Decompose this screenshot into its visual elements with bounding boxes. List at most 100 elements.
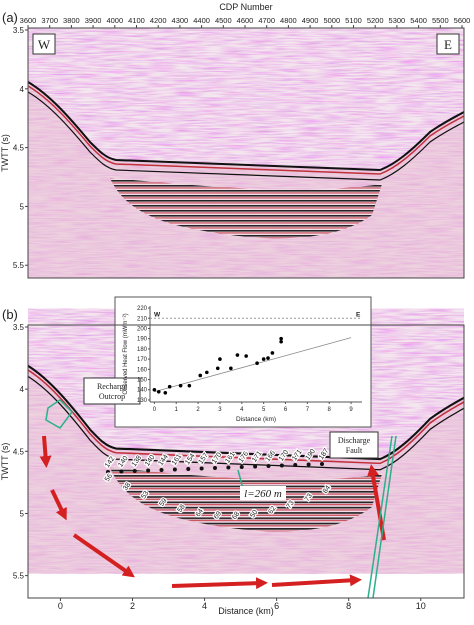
sample-point (253, 464, 258, 469)
y-tick-label: 150 (137, 378, 148, 384)
x-axis-label: CDP Number (219, 2, 272, 12)
data-point (255, 361, 259, 365)
x-axis-label: Distance (km) (236, 416, 276, 423)
callout: Recharge Outcrop (97, 382, 128, 401)
data-point (279, 336, 283, 341)
x-tick-label: 8 (328, 407, 332, 413)
plot-frame (27, 27, 465, 279)
sample-point (106, 470, 110, 474)
data-point (235, 353, 240, 357)
x-axis-label: Distance (km) (218, 606, 274, 616)
x-tick-label: 5400 (410, 16, 427, 25)
seismic-section (28, 28, 464, 278)
sample-point (293, 463, 298, 467)
y-tick-label: 190 (137, 337, 148, 343)
sample-point (146, 468, 151, 473)
panel-label: (b) (2, 307, 18, 322)
data-point (215, 366, 220, 371)
sample-point (306, 462, 311, 467)
data-point (218, 357, 222, 361)
x-tick-label: 3900 (85, 16, 102, 25)
y-tick-label: 170 (137, 357, 148, 363)
y-tick-label: 160 (137, 367, 148, 373)
data-point (187, 383, 192, 388)
x-tick-label: 5200 (367, 16, 384, 25)
x-tick-label: 5 (262, 407, 266, 413)
y-axis-label: TWTT (s) (0, 443, 10, 481)
x-tick-label: 3700 (41, 16, 58, 25)
y-tick-label: 5 (20, 509, 25, 518)
y-tick-label: 5 (20, 202, 25, 211)
x-tick-label: 0 (153, 407, 157, 413)
sample-point (119, 469, 124, 474)
data-point (229, 366, 233, 371)
x-tick-label: 10 (416, 601, 426, 611)
y-tick-label: 5.5 (13, 572, 25, 581)
trend-line (154, 337, 352, 393)
y-tick-label: 180 (137, 347, 148, 353)
y-tick-label: 130 (137, 398, 148, 404)
x-tick-label: 3 (218, 407, 222, 413)
callout: Discharge Fault (338, 436, 371, 455)
data-point (261, 357, 266, 361)
x-tick-label: 8 (346, 601, 351, 611)
callout: l=260 m (244, 488, 282, 500)
x-tick-label: 6 (284, 407, 288, 413)
x-tick-label: 4100 (128, 16, 145, 25)
y-tick-label: 200 (137, 326, 148, 332)
data-point (156, 389, 161, 394)
y-tick-label: 220 (137, 306, 148, 312)
callout-box (329, 431, 379, 459)
sample-point (213, 466, 217, 470)
y-tick-label: 140 (137, 388, 148, 394)
sample-point (172, 467, 177, 472)
x-tick-label: 3800 (63, 16, 80, 25)
x-tick-label: 7 (306, 407, 310, 413)
label-box (32, 33, 56, 55)
x-tick-label: 4600 (237, 16, 254, 25)
data-point (266, 356, 270, 360)
sample-point (266, 464, 271, 468)
x-tick-label: 6 (274, 601, 279, 611)
x-tick-label: 4300 (172, 16, 189, 25)
x-tick-label: 2 (130, 601, 135, 611)
arrows (39, 435, 386, 590)
direction-label: W (38, 37, 51, 52)
direction-label: W (154, 311, 161, 318)
x-tick-label: 3600 (20, 16, 37, 25)
callout-box (240, 486, 286, 500)
sample-point (279, 463, 284, 468)
label-box (436, 33, 460, 55)
x-tick-label: 4 (240, 407, 244, 413)
data-point (198, 373, 203, 378)
y-tick-label: 3.5 (13, 323, 25, 332)
data-point (152, 387, 157, 392)
x-tick-label: 5100 (345, 16, 362, 25)
direction-label: E (356, 311, 361, 318)
direction-label: E (444, 37, 452, 52)
data-point (270, 351, 275, 355)
x-tick-label: 4 (202, 601, 207, 611)
x-tick-label: 5500 (432, 16, 449, 25)
data-point (244, 354, 248, 358)
y-tick-label: 3.5 (13, 26, 25, 35)
data-point (167, 384, 172, 389)
sample-point (132, 469, 137, 473)
y-tick-label: 4.5 (13, 447, 25, 456)
data-point (205, 370, 209, 375)
x-tick-label: 4400 (193, 16, 210, 25)
x-tick-label: 4200 (150, 16, 167, 25)
y-tick-label: 4 (20, 385, 25, 394)
sample-point (199, 466, 204, 471)
x-tick-label: 1 (175, 407, 179, 413)
x-tick-label: 0 (58, 601, 63, 611)
x-tick-label: 5600 (454, 16, 471, 25)
x-tick-label: 9 (349, 407, 353, 413)
y-tick-label: 210 (137, 316, 148, 322)
x-tick-label: 4000 (106, 16, 123, 25)
x-tick-label: 5300 (389, 16, 406, 25)
sample-point (239, 465, 244, 469)
plot-frame (27, 324, 465, 599)
x-tick-label: 4900 (302, 16, 319, 25)
